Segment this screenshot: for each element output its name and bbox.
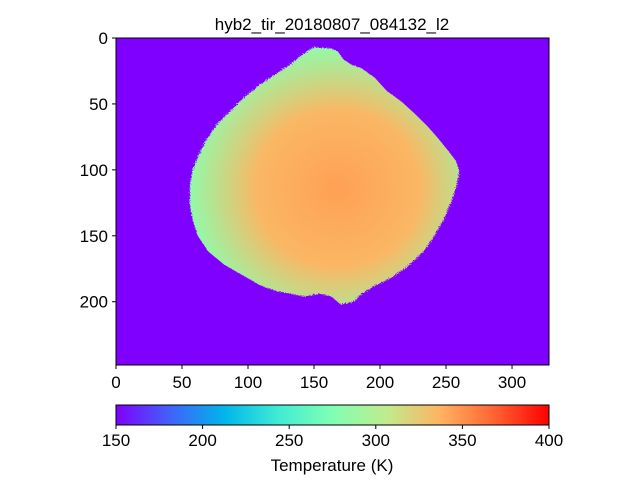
y-tick-label: 100 — [80, 161, 108, 180]
x-tick-label: 300 — [498, 373, 526, 392]
x-tick-label: 250 — [432, 373, 460, 392]
colorbar-axis: 150 200 250 300 350 400 — [102, 425, 563, 450]
chart-title: hyb2_tir_20180807_084132_l2 — [215, 15, 449, 34]
y-tick-label: 0 — [99, 29, 108, 48]
colorbar-tick-label: 300 — [362, 431, 390, 450]
colorbar-tick-label: 150 — [102, 431, 130, 450]
x-axis: 0 50 100 150 200 250 300 — [111, 365, 526, 392]
y-tick-label: 200 — [80, 293, 108, 312]
y-tick-label: 150 — [80, 227, 108, 246]
plot-frame — [115, 37, 550, 366]
colorbar-tick-label: 200 — [188, 431, 216, 450]
y-axis: 0 50 100 150 200 — [80, 29, 116, 312]
colorbar-label: Temperature (K) — [271, 456, 394, 475]
asteroid-thermal-image — [189, 47, 460, 305]
x-tick-label: 200 — [366, 373, 394, 392]
colorbar-tick-label: 350 — [448, 431, 476, 450]
colorbar-tick-label: 250 — [275, 431, 303, 450]
x-tick-label: 150 — [300, 373, 328, 392]
plot-area — [116, 38, 549, 365]
colorbar — [115, 404, 550, 426]
x-tick-label: 50 — [173, 373, 192, 392]
x-tick-label: 100 — [234, 373, 262, 392]
x-tick-label: 0 — [111, 373, 120, 392]
y-tick-label: 50 — [89, 95, 108, 114]
colorbar-tick-label: 400 — [535, 431, 563, 450]
